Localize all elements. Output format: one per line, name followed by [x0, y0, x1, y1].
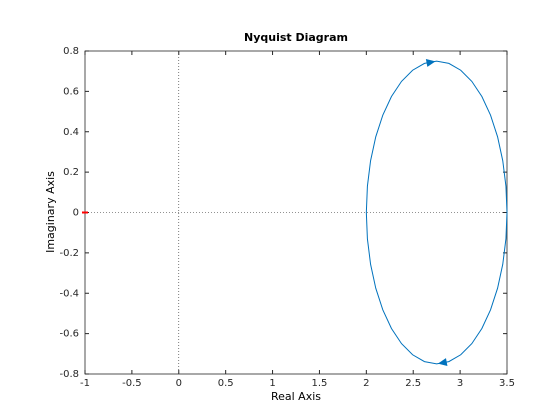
y-tick-label: -0.6: [59, 329, 79, 340]
nyquist-curve: [365, 60, 508, 365]
x-tick-label: 0: [176, 378, 182, 389]
x-tick-label: 3.5: [499, 378, 515, 389]
y-tick-label: 0.4: [63, 127, 79, 138]
y-tick-label: -0.8: [59, 369, 79, 380]
x-tick-label: 3: [457, 378, 463, 389]
y-tick-label: 0.6: [63, 86, 79, 97]
x-tick-label: 2: [363, 378, 369, 389]
direction-arrow: [437, 358, 448, 366]
y-tick-label: 0: [73, 208, 79, 219]
x-tick-label: -0.5: [122, 378, 142, 389]
x-tick-label: 1: [269, 378, 275, 389]
y-tick-label: 0.8: [63, 46, 79, 57]
y-tick-label: -0.2: [59, 248, 79, 259]
y-axis-label: Imaginary Axis: [44, 171, 57, 253]
chart-title: Nyquist Diagram: [244, 31, 348, 44]
x-tick-label: 0.5: [218, 378, 234, 389]
x-tick-label: -1: [80, 378, 90, 389]
x-tick-label: 1.5: [311, 378, 327, 389]
y-tick-label: -0.4: [59, 288, 79, 299]
y-tick-label: 0.2: [63, 167, 79, 178]
x-axis-label: Real Axis: [271, 390, 321, 403]
direction-arrow: [425, 59, 436, 67]
x-tick-label: 2.5: [405, 378, 421, 389]
